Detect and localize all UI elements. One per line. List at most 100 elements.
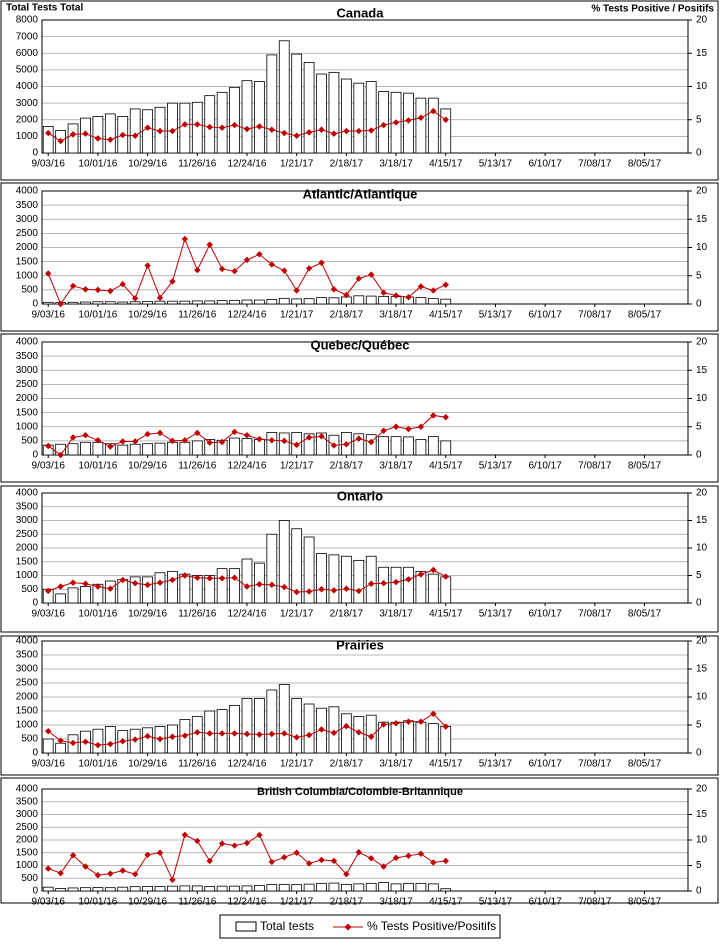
point-marker xyxy=(442,723,449,730)
bar xyxy=(390,436,402,456)
point-marker xyxy=(417,114,425,121)
point-marker xyxy=(380,121,387,129)
y2-tick-label: 20 xyxy=(696,636,708,647)
x-tick-label: 11/26/16 xyxy=(178,759,217,770)
bar xyxy=(340,713,352,754)
point-marker xyxy=(57,583,64,590)
y2-tick-label: 15 xyxy=(696,48,708,59)
bar xyxy=(142,443,153,456)
point-marker xyxy=(131,132,139,139)
y-tick-label: 2500 xyxy=(16,822,39,833)
bar xyxy=(80,301,91,305)
panel-title: Atlantic/Atlantique xyxy=(303,186,418,201)
legend-label: Total tests xyxy=(260,919,314,933)
point-marker xyxy=(293,734,300,741)
bar xyxy=(241,885,253,892)
point-marker xyxy=(69,434,77,441)
y-tick-label: 3000 xyxy=(16,365,39,376)
y2-tick-label: 20 xyxy=(696,15,708,26)
x-tick-label: 10/29/16 xyxy=(128,159,167,170)
bar xyxy=(67,301,79,305)
bar xyxy=(390,883,402,892)
point-marker xyxy=(380,863,387,870)
x-tick-label: 4/15/17 xyxy=(429,759,463,770)
point-marker xyxy=(442,413,449,421)
y-tick-label: 500 xyxy=(21,873,38,884)
y-tick-label: 3000 xyxy=(16,664,39,675)
bar xyxy=(266,884,278,892)
point-marker xyxy=(69,131,77,138)
point-marker xyxy=(405,852,412,860)
bar xyxy=(117,444,129,456)
x-tick-label: 5/13/17 xyxy=(479,609,513,620)
point-marker xyxy=(107,443,114,450)
bar xyxy=(117,886,129,892)
point-marker xyxy=(181,572,189,579)
point-marker xyxy=(57,300,64,308)
point-marker xyxy=(57,737,64,744)
bar xyxy=(316,882,327,892)
bar xyxy=(291,698,303,754)
bar xyxy=(142,727,153,754)
x-tick-label: 8/05/17 xyxy=(628,609,662,620)
x-tick-label: 8/05/17 xyxy=(628,897,662,908)
y-tick-label: 1000 xyxy=(16,720,39,731)
y2-tick-label: 10 xyxy=(696,543,708,554)
x-tick-label: 6/10/17 xyxy=(528,461,562,472)
bar xyxy=(142,301,153,305)
x-tick-label: 1/21/17 xyxy=(280,897,314,908)
y-tick-label: 2500 xyxy=(16,379,39,390)
bar xyxy=(291,53,303,154)
point-marker xyxy=(156,579,164,586)
y-tick-label: 4000 xyxy=(16,337,39,348)
point-marker xyxy=(107,870,114,877)
point-marker xyxy=(343,441,350,448)
point-marker xyxy=(355,849,362,856)
bar xyxy=(129,443,141,456)
point-marker xyxy=(380,427,387,434)
bar xyxy=(316,432,327,456)
bar xyxy=(129,301,141,305)
point-marker xyxy=(45,727,52,735)
point-marker xyxy=(194,574,201,581)
x-tick-label: 5/13/17 xyxy=(479,159,513,170)
point-marker xyxy=(405,576,412,583)
point-marker xyxy=(156,849,164,856)
bar xyxy=(104,113,116,154)
bar xyxy=(303,703,315,754)
plot-area xyxy=(41,19,689,154)
bar xyxy=(229,885,240,892)
point-marker xyxy=(194,729,201,736)
panel-frame xyxy=(0,485,719,633)
point-marker xyxy=(144,733,151,740)
bar xyxy=(340,883,352,892)
y2-tick-label: 15 xyxy=(696,515,708,526)
bar xyxy=(303,883,315,892)
point-marker xyxy=(305,731,313,739)
point-marker xyxy=(206,439,213,446)
point-marker xyxy=(330,130,338,137)
bar xyxy=(440,726,452,754)
x-tick-label: 6/10/17 xyxy=(528,310,562,321)
point-marker xyxy=(181,831,189,839)
x-tick-label: 9/03/16 xyxy=(32,159,66,170)
point-marker xyxy=(281,129,288,137)
bar xyxy=(42,886,54,892)
point-marker xyxy=(231,121,238,129)
point-marker xyxy=(442,116,449,123)
y-tick-label: 1500 xyxy=(16,556,39,567)
point-marker xyxy=(131,295,139,302)
bar xyxy=(92,728,104,754)
point-marker xyxy=(206,730,213,737)
x-tick-label: 12/24/16 xyxy=(228,310,267,321)
point-marker xyxy=(392,292,400,299)
y-tick-label: 4000 xyxy=(16,636,39,647)
point-marker xyxy=(343,722,350,730)
y-tick-label: 2000 xyxy=(16,692,39,703)
point-marker xyxy=(380,289,387,296)
bar xyxy=(303,298,315,305)
point-marker xyxy=(392,720,400,727)
x-tick-label: 7/08/17 xyxy=(578,159,612,170)
point-marker xyxy=(305,129,313,136)
x-tick-label: 7/08/17 xyxy=(578,759,612,770)
